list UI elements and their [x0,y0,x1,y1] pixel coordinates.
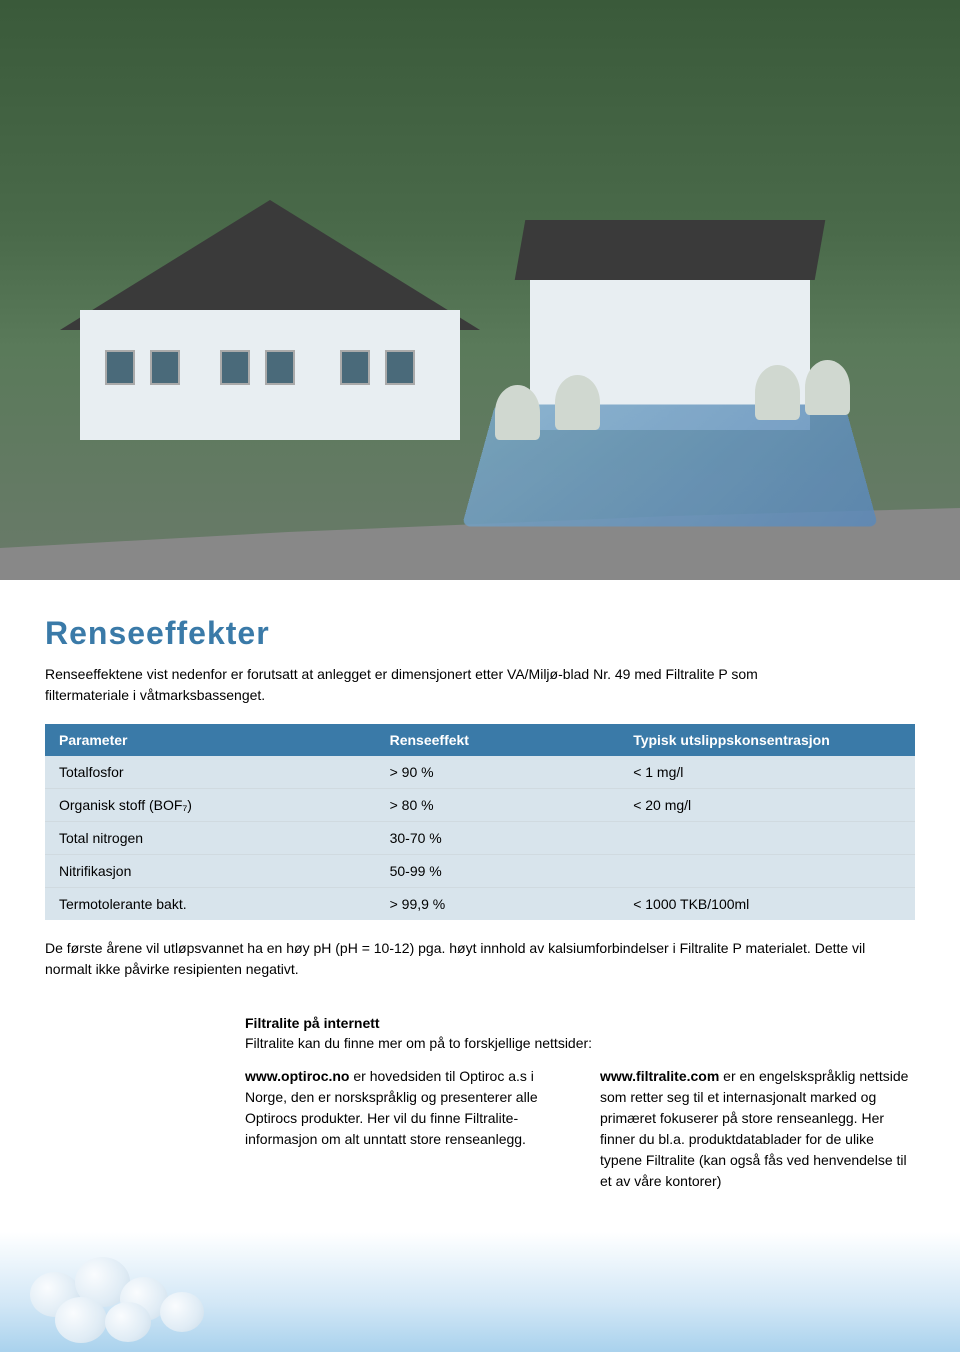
internet-section: Filtralite på internett Filtralite kan d… [245,1015,915,1192]
col-text: er en engelskspråklig nettside som rette… [600,1068,908,1189]
tank-shape [555,375,600,430]
table-header-row: ParameterRenseeffektTypisk utslippskonse… [45,724,915,756]
table-cell: Nitrifikasjon [45,855,376,888]
footer-gradient [0,1232,960,1352]
tank-shape [805,360,850,415]
internet-title: Filtralite på internett [245,1015,915,1031]
table-cell: > 80 % [376,789,620,822]
tank-shape [495,385,540,440]
table-cell: Termotolerante bakt. [45,888,376,921]
table-header-cell: Parameter [45,724,376,756]
table-cell: Total nitrogen [45,822,376,855]
pebble-shape [55,1297,107,1343]
table-header-cell: Typisk utslippskonsentrasjon [619,724,915,756]
table-cell: > 99,9 % [376,888,620,921]
table-cell: > 90 % [376,756,620,789]
table-cell: 50-99 % [376,855,620,888]
table-cell: < 1000 TKB/100ml [619,888,915,921]
effects-table: ParameterRenseeffektTypisk utslippskonse… [45,724,915,920]
table-cell: 30-70 % [376,822,620,855]
table-cell: < 20 mg/l [619,789,915,822]
pebble-shape [160,1292,204,1332]
internet-col-right: www.filtralite.com er en engelskspråklig… [600,1066,915,1192]
url-text: www.optiroc.no [245,1068,349,1084]
table-cell [619,822,915,855]
page-title: Renseeffekter [45,615,915,652]
table-row: Total nitrogen30-70 % [45,822,915,855]
table-body: Totalfosfor> 90 %< 1 mg/lOrganisk stoff … [45,756,915,920]
table-cell [619,855,915,888]
internet-columns: www.optiroc.no er hovedsiden til Optiroc… [245,1066,915,1192]
internet-col-left: www.optiroc.no er hovedsiden til Optiroc… [245,1066,560,1192]
url-text: www.filtralite.com [600,1068,719,1084]
window-shape [385,350,415,385]
window-shape [340,350,370,385]
window-shape [265,350,295,385]
window-shape [220,350,250,385]
house-body [80,310,460,440]
table-row: Termotolerante bakt.> 99,9 %< 1000 TKB/1… [45,888,915,921]
table-cell: < 1 mg/l [619,756,915,789]
hero-illustration [0,0,960,580]
page-root: Renseeffekter Renseeffektene vist nedenf… [0,0,960,1352]
footnote-text: De første årene vil utløpsvannet ha en h… [45,938,915,980]
window-shape [105,350,135,385]
pebble-shape [105,1302,151,1342]
table-header-cell: Renseeffekt [376,724,620,756]
table-row: Nitrifikasjon50-99 % [45,855,915,888]
table-cell: Organisk stoff (BOF₇) [45,789,376,822]
house-shape [80,200,500,440]
window-shape [150,350,180,385]
internet-intro: Filtralite kan du finne mer om på to for… [245,1035,915,1051]
table-row: Organisk stoff (BOF₇)> 80 %< 20 mg/l [45,789,915,822]
pebble-cluster [20,1252,220,1342]
intro-text: Renseeffektene vist nedenfor er forutsat… [45,664,845,706]
table-row: Totalfosfor> 90 %< 1 mg/l [45,756,915,789]
content-area: Renseeffekter Renseeffektene vist nedenf… [0,580,960,1232]
tank-shape [755,365,800,420]
garage-roof [515,220,826,280]
table-cell: Totalfosfor [45,756,376,789]
